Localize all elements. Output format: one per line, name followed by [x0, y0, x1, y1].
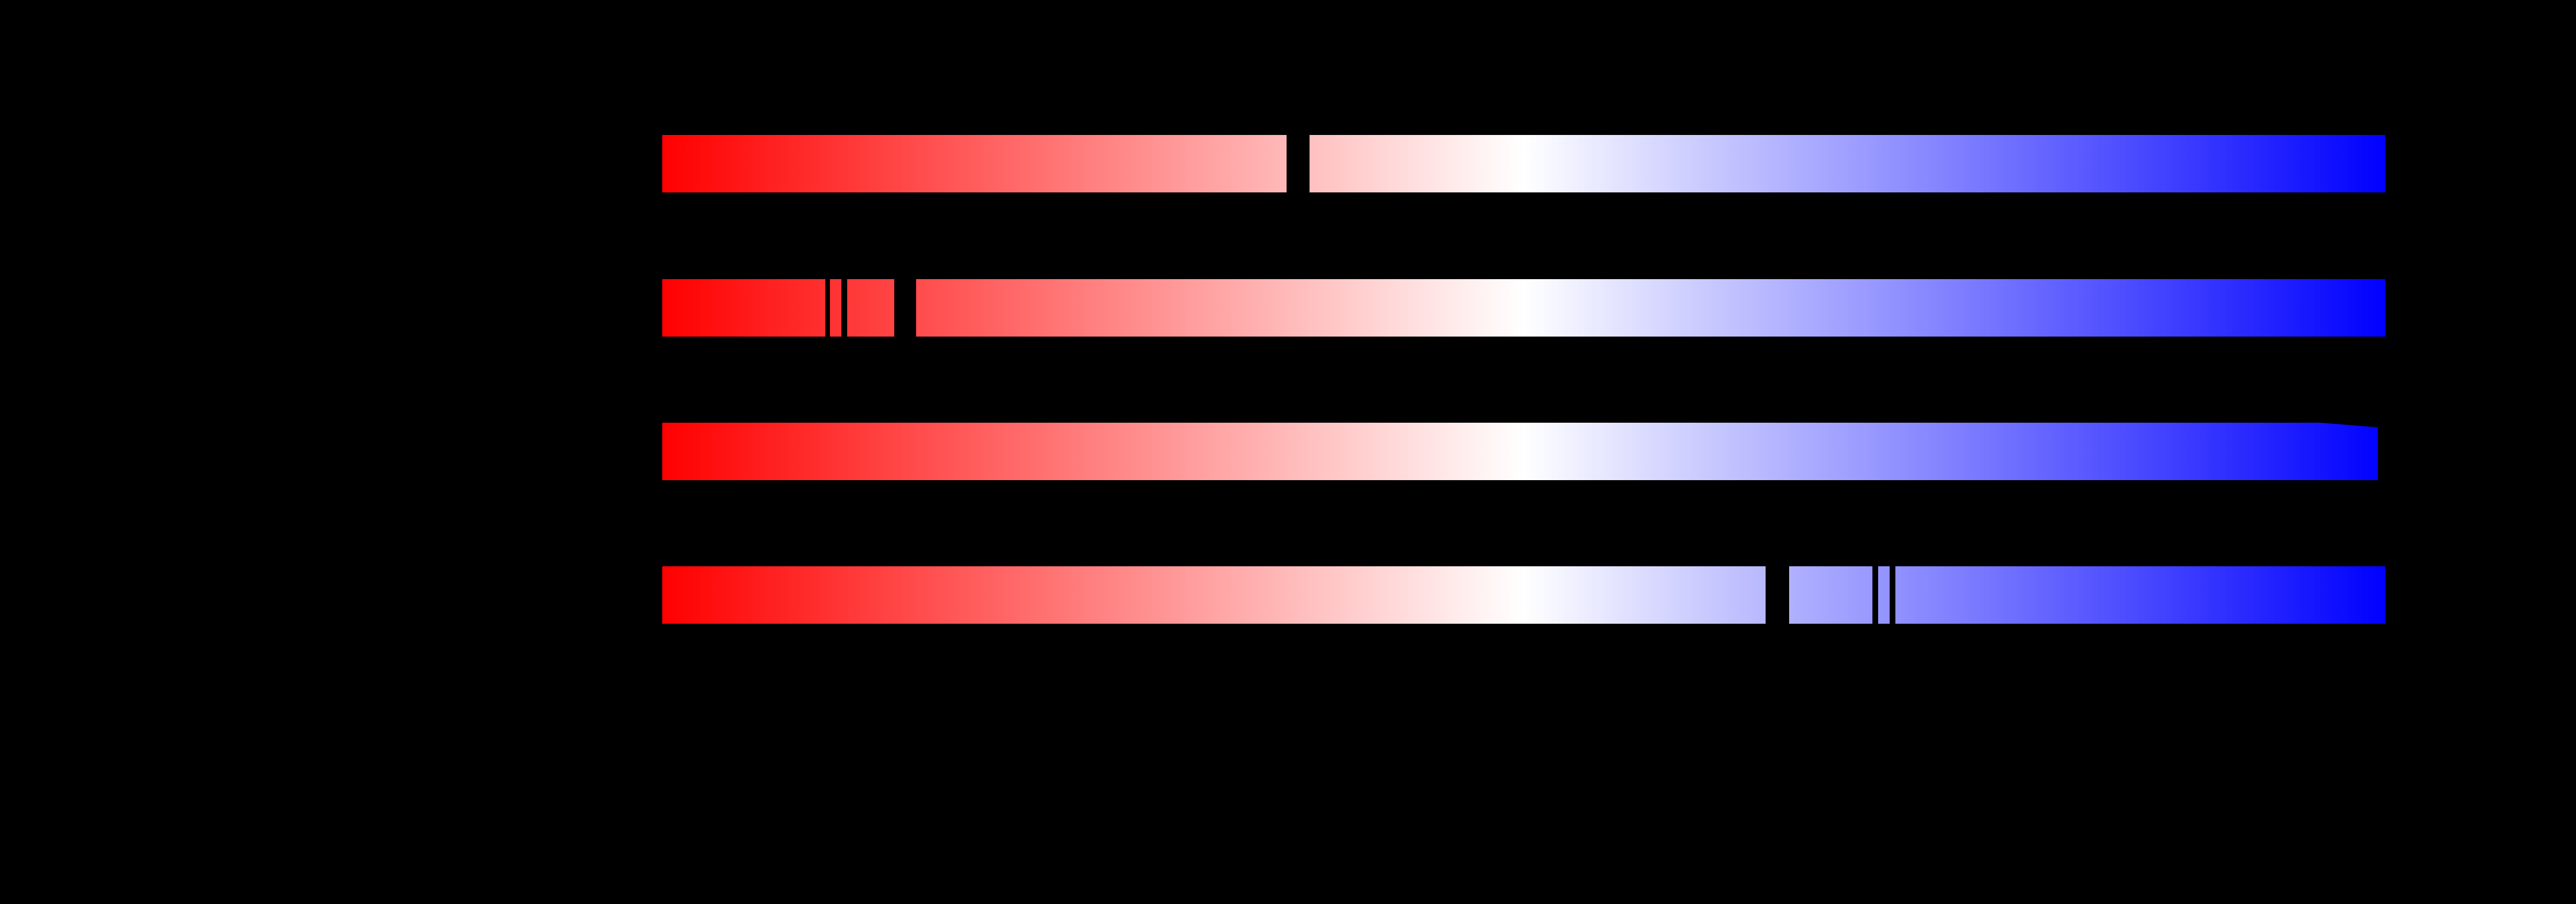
event-gap-marker	[1287, 135, 1310, 192]
gradient-strip-strip-1	[662, 135, 2385, 192]
event-gap-marker	[825, 279, 830, 337]
event-gap-marker	[1872, 566, 1878, 624]
event-gap-marker	[1890, 566, 1895, 624]
event-gap-marker	[2378, 423, 2385, 480]
strip-corner-bevel	[2320, 423, 2378, 427]
event-gap-marker	[894, 279, 916, 337]
gradient-strip-strip-2	[662, 279, 2385, 337]
event-gap-marker	[841, 279, 847, 337]
gradient-strip-strip-3	[662, 423, 2385, 480]
gradient-strip-strip-4	[662, 566, 2385, 624]
event-gap-marker	[1766, 566, 1789, 624]
